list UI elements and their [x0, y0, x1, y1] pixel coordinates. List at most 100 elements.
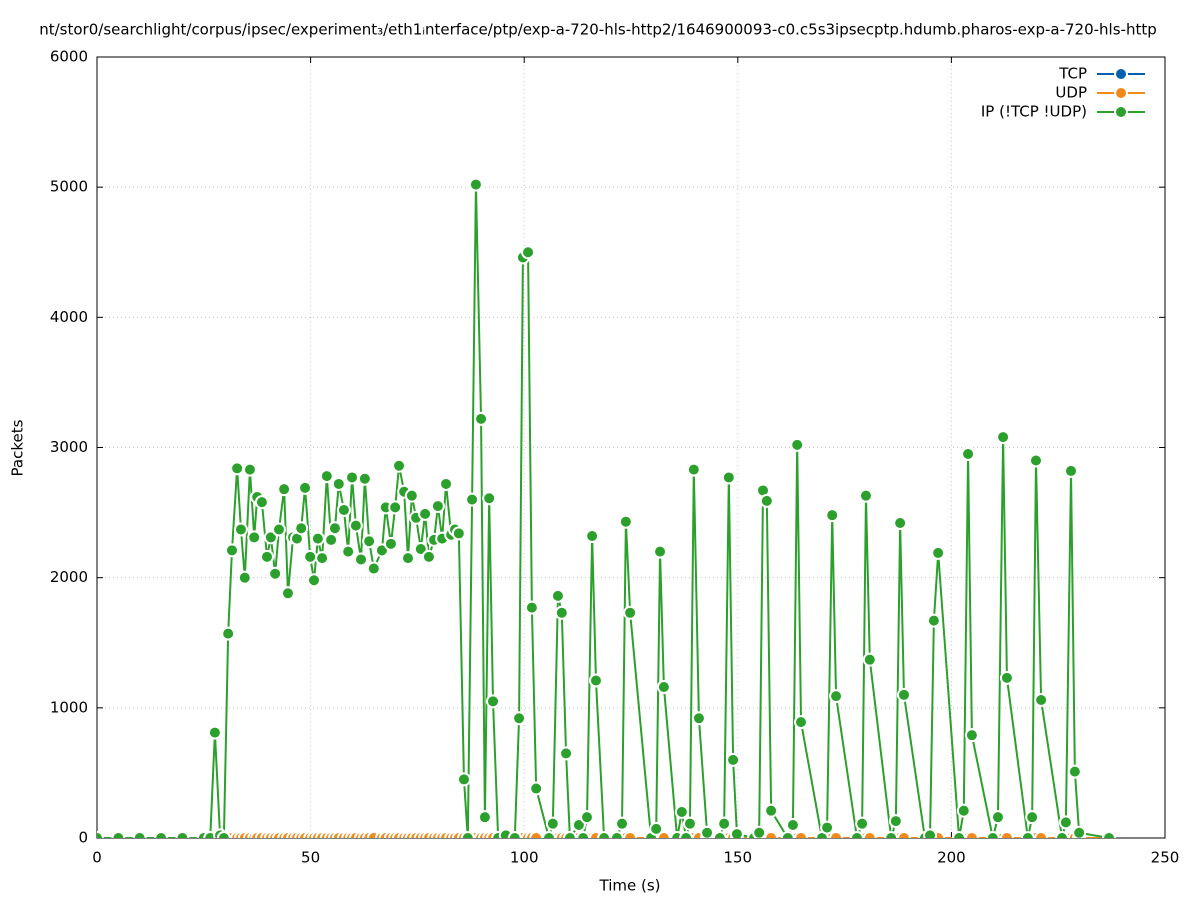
data-point	[653, 544, 668, 559]
data-point	[1028, 453, 1043, 468]
data-point	[884, 831, 899, 838]
data-point	[345, 470, 360, 485]
data-point	[585, 529, 600, 544]
data-point	[820, 820, 835, 835]
data-point	[327, 521, 342, 536]
data-point	[785, 817, 800, 832]
data-point	[964, 831, 979, 838]
data-point	[649, 821, 664, 836]
data-point	[1055, 831, 1070, 838]
data-point	[529, 781, 544, 796]
data-point	[952, 831, 967, 838]
data-point	[862, 652, 877, 667]
data-point	[524, 600, 539, 615]
data-point	[303, 549, 318, 564]
data-point	[623, 605, 638, 620]
data-point	[512, 711, 527, 726]
data-point	[486, 694, 501, 709]
data-point	[926, 613, 941, 628]
data-point	[559, 746, 574, 761]
chart-title: nt/stor0/searchlight/corpus/ipsec/experi…	[39, 21, 1157, 39]
plot-area	[97, 177, 1117, 838]
data-point	[294, 521, 309, 536]
x-tick-label: 100	[510, 849, 539, 867]
data-point	[1020, 831, 1035, 838]
data-point	[990, 810, 1005, 825]
data-point	[674, 804, 689, 819]
data-point	[849, 831, 864, 838]
data-point	[964, 728, 979, 743]
data-point	[618, 514, 633, 529]
data-point	[588, 673, 603, 688]
data-point	[221, 626, 236, 641]
data-point	[260, 549, 275, 564]
data-point	[862, 831, 877, 838]
data-point	[247, 530, 262, 545]
data-point	[829, 689, 844, 704]
data-point	[597, 831, 612, 838]
data-point	[541, 831, 556, 838]
data-point	[686, 462, 701, 477]
data-point	[310, 531, 325, 546]
data-point	[357, 471, 372, 486]
data-point	[439, 476, 454, 491]
data-point	[721, 470, 736, 485]
data-point	[421, 549, 436, 564]
y-tick-label: 0	[78, 829, 88, 847]
data-point	[268, 566, 283, 581]
data-point	[759, 493, 774, 508]
legend-label: IP (!TCP !UDP)	[981, 103, 1087, 121]
y-tick-label: 3000	[50, 438, 88, 456]
x-tick-label: 200	[937, 849, 966, 867]
data-point	[764, 803, 779, 818]
data-point	[401, 551, 416, 566]
data-point	[999, 670, 1014, 685]
y-tick-label: 6000	[50, 48, 88, 66]
data-point	[388, 500, 403, 515]
data-point	[888, 814, 903, 829]
data-point	[319, 469, 334, 484]
data-point	[896, 831, 911, 838]
data-point	[336, 502, 351, 517]
y-tick-label: 5000	[50, 178, 88, 196]
data-point	[1102, 831, 1117, 838]
data-point	[271, 522, 286, 537]
data-point	[418, 506, 433, 521]
data-point	[216, 831, 231, 838]
data-point	[609, 831, 624, 838]
data-point	[985, 831, 1000, 838]
data-point	[1067, 764, 1082, 779]
data-point	[829, 831, 844, 838]
data-point	[362, 534, 377, 549]
data-point	[700, 825, 715, 838]
data-point	[780, 831, 795, 838]
data-point	[430, 499, 445, 514]
data-point	[923, 828, 938, 838]
legend-label: UDP	[1055, 84, 1087, 102]
data-point	[392, 458, 407, 473]
data-point	[1034, 693, 1049, 708]
data-point	[474, 411, 489, 426]
data-point	[893, 515, 908, 530]
series-line	[97, 184, 1110, 838]
data-point	[794, 831, 809, 838]
data-point	[896, 687, 911, 702]
data-point	[207, 725, 222, 740]
data-point	[242, 462, 257, 477]
x-tick-label: 150	[723, 849, 752, 867]
data-point	[315, 551, 330, 566]
data-point	[482, 491, 497, 506]
data-point	[615, 816, 630, 831]
data-point	[996, 430, 1011, 445]
data-point	[307, 573, 322, 588]
data-point	[507, 831, 522, 838]
x-tick-label: 50	[301, 849, 320, 867]
data-point	[1064, 463, 1079, 478]
data-point	[656, 680, 671, 695]
data-point	[956, 803, 971, 818]
data-point	[348, 518, 363, 533]
data-point	[529, 831, 544, 838]
data-point	[175, 831, 190, 838]
data-point	[263, 530, 278, 545]
data-point	[790, 437, 805, 452]
